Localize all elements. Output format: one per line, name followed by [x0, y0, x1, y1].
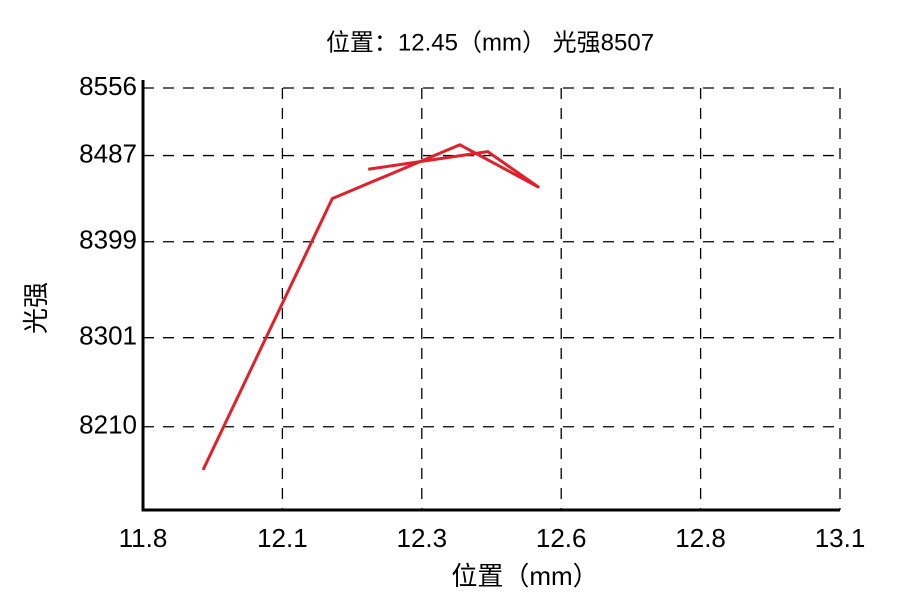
y-tick-label: 8210 [79, 410, 137, 440]
x-tick-label: 12.1 [257, 523, 308, 553]
y-axis-label: 光强 [21, 282, 51, 334]
data-line [201, 143, 540, 471]
y-tick-label: 8556 [79, 71, 137, 101]
x-tick-label: 12.6 [536, 523, 587, 553]
axis [141, 80, 840, 512]
x-tick-label: 12.3 [396, 523, 447, 553]
y-tick-label: 8487 [79, 138, 137, 168]
x-tick-label: 11.8 [119, 523, 168, 553]
x-tick-label: 12.8 [675, 523, 726, 553]
x-axis-label: 位置（mm） [451, 561, 598, 591]
y-tick-label: 8399 [79, 225, 137, 255]
chart-title: 位置：12.45（mm） 光强8507 [326, 29, 654, 56]
x-tick-label: 13.1 [815, 523, 866, 553]
y-tick-label: 8301 [79, 321, 137, 351]
